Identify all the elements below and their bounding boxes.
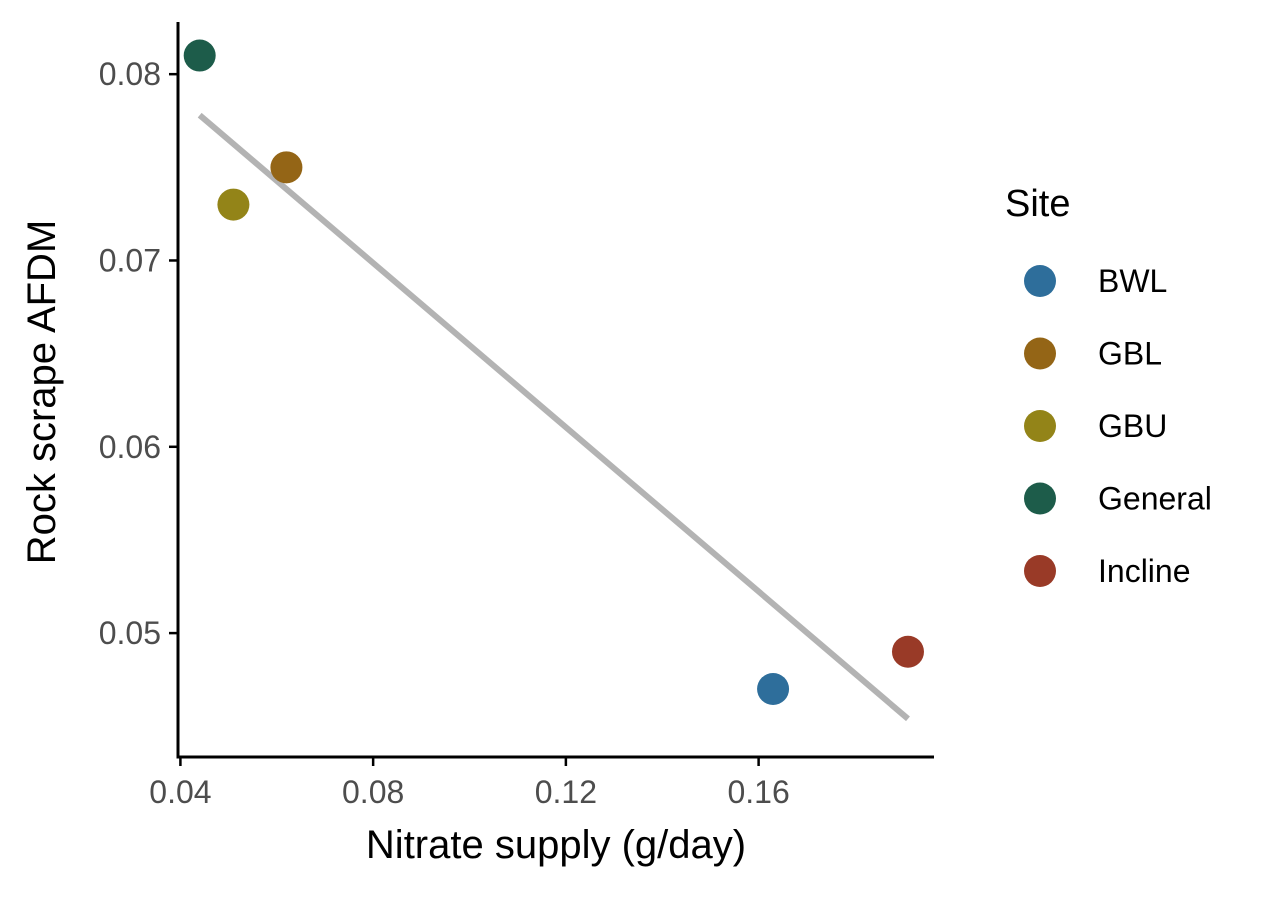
x-tick-label: 0.16 <box>727 774 789 810</box>
legend-label-gbu: GBU <box>1098 408 1167 444</box>
trend-line <box>197 112 910 722</box>
y-axis: 0.05 0.06 0.07 0.08 <box>99 22 180 759</box>
legend-key-gbu <box>1024 410 1056 442</box>
legend-label-general: General <box>1098 481 1212 517</box>
legend: Site BWL GBL GBU General Incline <box>1005 183 1212 589</box>
legend-label-gbl: GBL <box>1098 336 1162 372</box>
data-point-gbu <box>217 188 250 221</box>
legend-key-incline <box>1024 555 1056 587</box>
y-tick-label: 0.05 <box>99 615 161 651</box>
y-axis-title: Rock scrape AFDM <box>20 220 64 565</box>
plot-area <box>183 39 924 722</box>
legend-items: BWL GBL GBU General Incline <box>1024 263 1212 589</box>
legend-label-incline: Incline <box>1098 553 1191 589</box>
y-tick-label: 0.06 <box>99 429 161 465</box>
data-point-incline <box>891 635 924 668</box>
legend-label-bwl: BWL <box>1098 263 1167 299</box>
data-point-general <box>183 39 216 72</box>
y-tick-label: 0.08 <box>99 56 161 92</box>
x-tick-label: 0.04 <box>149 774 211 810</box>
legend-key-gbl <box>1024 337 1056 370</box>
x-tick-label: 0.12 <box>535 774 597 810</box>
legend-key-bwl <box>1024 265 1056 297</box>
legend-title: Site <box>1005 183 1070 225</box>
y-tick-label: 0.07 <box>99 242 161 278</box>
legend-key-general <box>1024 482 1056 515</box>
data-point-bwl <box>757 672 790 705</box>
x-tick-label: 0.08 <box>342 774 404 810</box>
x-axis-title: Nitrate supply (g/day) <box>366 823 746 867</box>
data-point-gbl <box>270 151 303 184</box>
x-axis: 0.04 0.08 0.12 0.16 <box>149 755 934 810</box>
